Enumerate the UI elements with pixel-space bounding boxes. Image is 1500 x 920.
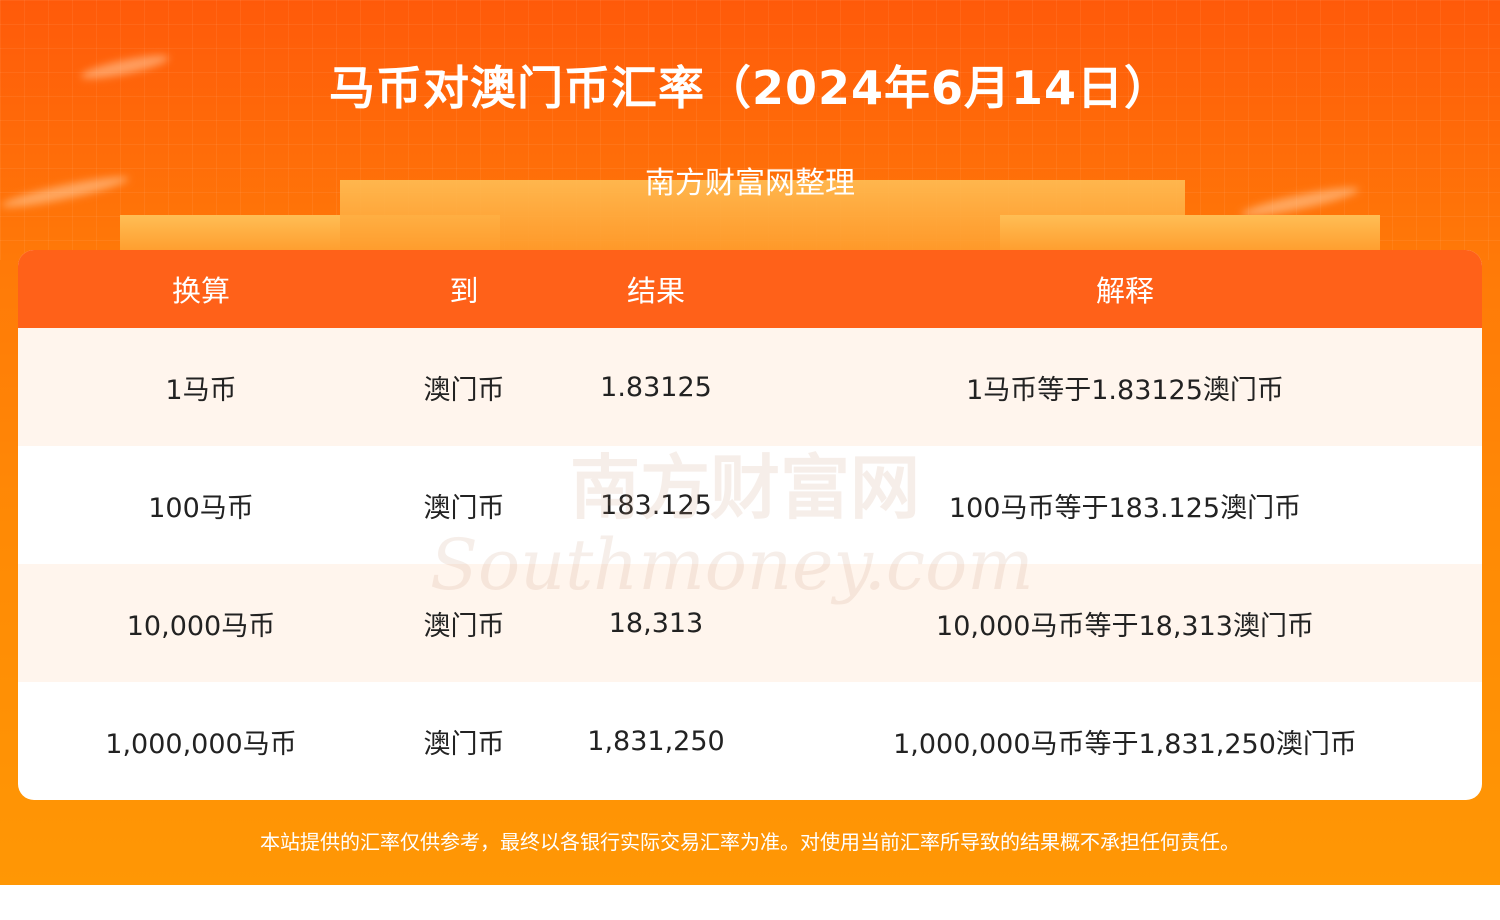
cell-amount: 1,000,000马币 [105,728,297,760]
column-header: 解释 [1095,274,1154,308]
exchange-table: 换算 到 结果 解释 1马币 澳门币 1.83125 1马币等于1.83125澳… [18,250,1482,800]
column-header: 换算 [171,274,230,308]
table-header: 换算 到 结果 解释 [18,250,1482,328]
disclaimer: 本站提供的汇率仅供参考，最终以各银行实际交易汇率为准。对使用当前汇率所导致的结果… [260,830,1240,854]
table-row: 100马币 澳门币 183.125 100马币等于183.125澳门币 [18,446,1482,564]
cell-target: 澳门币 [423,374,505,406]
cell-target: 澳门币 [423,728,505,760]
page-subtitle: 南方财富网整理 [645,166,855,201]
decor-block [1000,215,1380,255]
column-header: 到 [449,274,479,308]
cell-explanation: 10,000马币等于18,313澳门币 [936,610,1314,642]
cell-result: 1,831,250 [587,725,725,757]
page-title: 马币对澳门币汇率（2024年6月14日） [328,61,1172,115]
cell-target: 澳门币 [423,492,505,524]
cell-target: 澳门币 [423,610,505,642]
column-header: 结果 [626,274,685,308]
cell-result: 18,313 [608,607,704,639]
cell-result: 1.83125 [600,371,712,403]
cell-explanation: 100马币等于183.125澳门币 [948,492,1302,524]
cell-result: 183.125 [600,489,712,521]
cell-explanation: 1马币等于1.83125澳门币 [966,374,1284,406]
cell-amount: 100马币 [148,492,254,524]
table-row: 1马币 澳门币 1.83125 1马币等于1.83125澳门币 [18,328,1482,446]
cell-amount: 10,000马币 [126,610,276,642]
cell-explanation: 1,000,000马币等于1,831,250澳门币 [893,728,1357,760]
table-row: 1,000,000马币 澳门币 1,831,250 1,000,000马币等于1… [18,682,1482,800]
poster: 马币对澳门币汇率（2024年6月14日） 南方财富网整理 换算 到 结果 解释 … [0,0,1500,885]
table-row: 10,000马币 澳门币 18,313 10,000马币等于18,313澳门币 [18,564,1482,682]
cell-amount: 1马币 [165,374,237,406]
